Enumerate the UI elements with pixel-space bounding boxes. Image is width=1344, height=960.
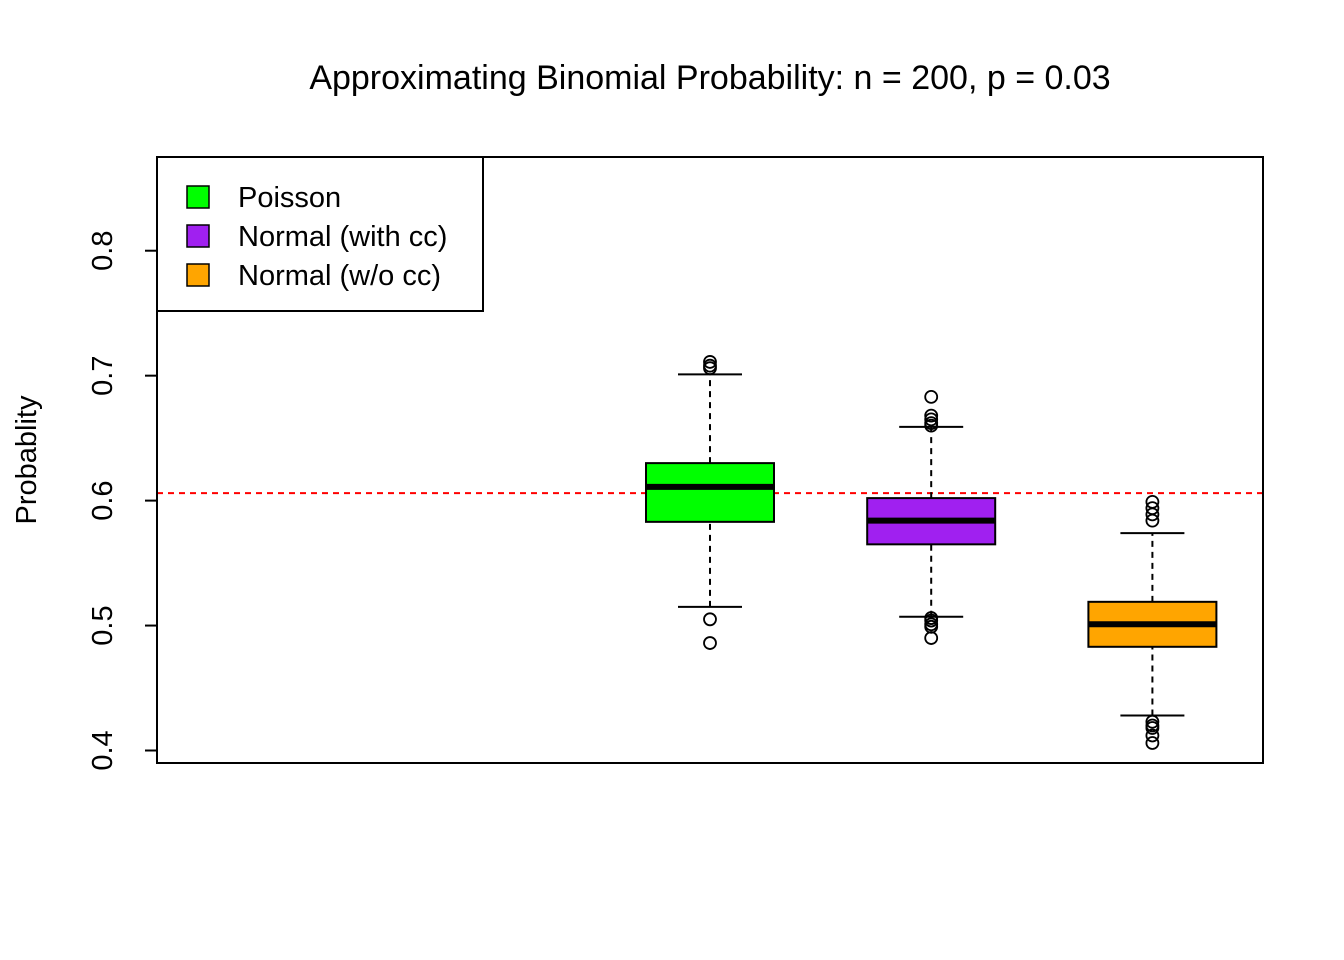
series-2-outlier: [924, 390, 939, 404]
legend-label: Normal (with cc): [238, 221, 447, 253]
series-2-outlier: [924, 412, 939, 427]
y-axis-label: Probablity: [11, 395, 43, 524]
y-tick-label: 0.8: [87, 231, 119, 271]
legend-swatch: [186, 263, 210, 287]
series-1-outlier: [703, 361, 717, 376]
legend-label: Poisson: [238, 182, 341, 214]
series-2-outlier: [924, 418, 939, 433]
series-3-outlier: [1145, 728, 1160, 743]
series-1-outlier: [703, 355, 717, 369]
legend-swatch: [186, 185, 210, 209]
series-2-outlier: [924, 631, 939, 645]
legend-box: [156, 156, 484, 312]
y-tick-label: 0.4: [87, 730, 119, 770]
series-2-outlier: [924, 613, 939, 628]
y-tick-label: 0.6: [87, 480, 119, 520]
series-3-outlier: [1145, 736, 1160, 750]
series-2-outlier: [924, 408, 939, 423]
series-3-outlier: [1145, 507, 1160, 522]
legend-swatch: [186, 224, 210, 248]
y-tick-label: 0.5: [87, 605, 119, 645]
plot-marks: [157, 355, 1263, 750]
series-3-outlier: [1145, 714, 1160, 729]
series-1-box: [645, 462, 775, 523]
y-tick-label: 0.7: [87, 355, 119, 395]
plot-area: 0.4 0.5 0.6 0.7 0.8 Poisson Normal (with cc) No…: [87, 156, 1264, 771]
chart-title: Approximating Binomial Probability: n = …: [309, 59, 1110, 97]
legend-label: Normal (w/o cc): [238, 260, 441, 292]
plot-frame: [156, 156, 1264, 764]
series-3-outlier: [1145, 721, 1160, 735]
series-3-outlier: [1145, 513, 1160, 528]
series-1-outlier: [703, 636, 717, 650]
series-1-outlier: [703, 612, 717, 627]
